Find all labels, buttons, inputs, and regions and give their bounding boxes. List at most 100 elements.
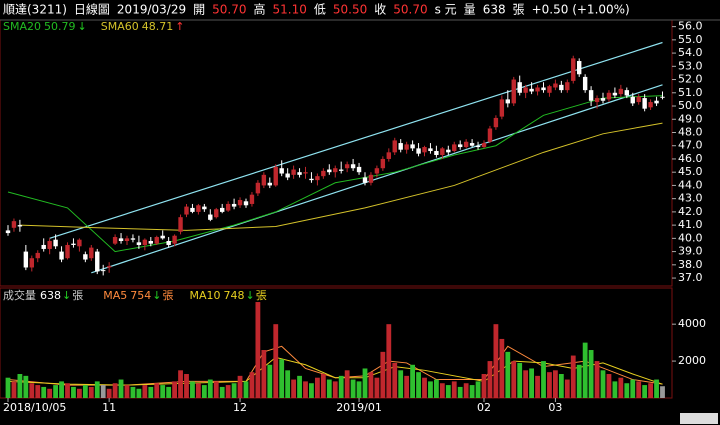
candle-body <box>83 254 88 260</box>
y-tick-label: 42.0 <box>678 205 703 218</box>
candle-body <box>505 99 510 104</box>
label: 638 <box>483 3 506 17</box>
label: 量 <box>464 3 476 17</box>
volume-bar <box>47 388 53 398</box>
header-bar <box>0 0 720 20</box>
trendline <box>49 41 663 239</box>
label: s 元 <box>435 3 457 17</box>
volume-bar <box>273 324 279 398</box>
volume-bar <box>463 383 469 398</box>
volume-bar <box>124 385 130 398</box>
volume-bar <box>17 374 23 398</box>
volume-bar <box>612 381 618 398</box>
candle-body <box>71 243 76 245</box>
candle-body <box>386 152 391 159</box>
label: MA10 <box>189 289 220 302</box>
label: +0.50 (+1.00%) <box>532 3 630 17</box>
candle-body <box>553 83 558 88</box>
volume-bar <box>160 385 166 398</box>
volume-bar <box>618 377 624 398</box>
volume-bar <box>11 381 17 398</box>
candle-body <box>89 247 94 259</box>
label: ↓ <box>78 20 87 33</box>
candle-body <box>624 90 629 96</box>
volume-bar <box>499 338 505 398</box>
candle-body <box>273 166 278 186</box>
volume-bar <box>481 374 487 398</box>
y-tick-label: 55.0 <box>678 33 703 46</box>
candle-body <box>178 217 183 232</box>
volume-bar <box>505 351 511 398</box>
volume-bar <box>261 350 267 398</box>
candle-body <box>41 244 46 249</box>
candle-body <box>654 100 659 104</box>
candle-body <box>17 225 23 227</box>
candle-body <box>618 88 624 95</box>
candle-body <box>5 230 11 234</box>
volume-bar <box>225 385 231 398</box>
volume-bar <box>297 375 302 398</box>
candle-body <box>499 99 505 117</box>
candle-body <box>344 164 350 169</box>
candle-body <box>463 141 469 148</box>
label: 50.79 <box>44 20 76 33</box>
volume-bar <box>374 377 380 398</box>
candle-body <box>392 140 397 153</box>
volume-bar <box>23 375 29 398</box>
candle-body <box>458 144 463 148</box>
volume-bar <box>570 355 576 398</box>
candle-body <box>630 96 635 104</box>
candle-body <box>339 169 344 171</box>
y-tick-label: 48.0 <box>678 125 703 138</box>
candle-body <box>255 182 261 194</box>
volume-bar <box>106 388 112 398</box>
candle-body <box>404 144 409 150</box>
label: 50.50 <box>333 3 367 17</box>
label: 成交量 <box>3 288 36 302</box>
candle-body <box>636 96 641 103</box>
candle-body <box>243 201 249 206</box>
volume-bar <box>392 362 398 398</box>
volume-bar <box>654 379 659 398</box>
volume-bar <box>410 364 415 398</box>
candle-body <box>535 87 540 92</box>
volume-bar <box>267 364 273 398</box>
candle-body <box>356 166 362 173</box>
candle-body <box>214 209 219 218</box>
label: 50.70 <box>212 3 246 17</box>
label: ↓ <box>245 289 254 302</box>
ma-line <box>7 95 663 253</box>
candle-body <box>511 79 516 104</box>
scroll-buttons[interactable] <box>680 413 718 424</box>
volume-bar <box>154 383 160 398</box>
ma-line <box>19 122 663 231</box>
volume-bar <box>338 375 344 398</box>
volume-bar <box>41 386 47 398</box>
volume-bar <box>166 386 172 398</box>
candle-body <box>452 144 457 152</box>
volume-bar <box>190 381 195 398</box>
candle-body <box>23 251 29 268</box>
candle-body <box>279 168 284 174</box>
candle-body <box>196 205 201 212</box>
candle-body <box>11 221 17 228</box>
candle-body <box>559 84 564 91</box>
candle-body <box>190 207 195 212</box>
volume-bar <box>71 386 76 398</box>
candle-body <box>285 173 290 178</box>
volume-bar <box>112 383 118 398</box>
candle-body <box>118 238 124 242</box>
y-tick-label: 44.0 <box>678 178 703 191</box>
volume-bar <box>77 388 82 398</box>
candle-body <box>208 214 213 220</box>
volume-bar <box>624 383 630 398</box>
candle-body <box>136 242 142 245</box>
volume-bar <box>320 374 326 398</box>
volume-bar <box>237 375 243 398</box>
y-tick-label: 56.0 <box>678 20 703 33</box>
candle-body <box>594 98 600 103</box>
volume-bar <box>285 370 291 398</box>
label: 開 <box>193 3 205 17</box>
label: 50.70 <box>393 3 427 17</box>
